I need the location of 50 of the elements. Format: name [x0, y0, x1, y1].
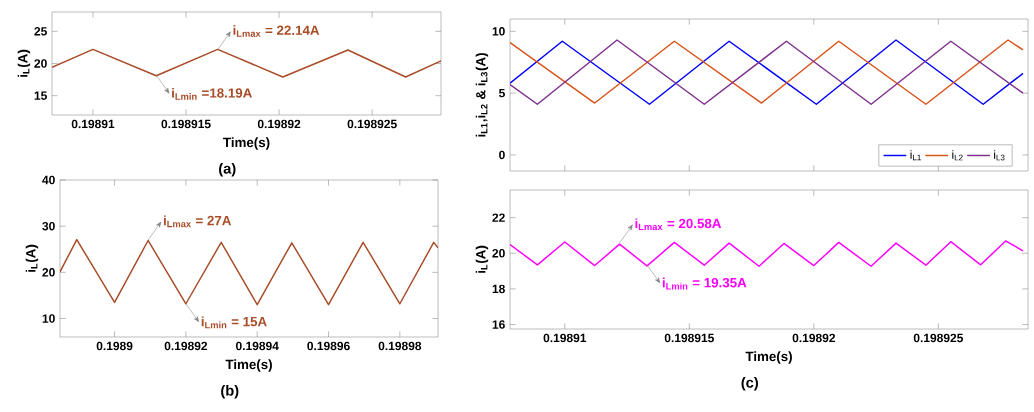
y-axis-title: i$_{L}$(A)	[17, 49, 31, 77]
x-axis-title: Time(s)	[223, 137, 270, 150]
annotation: i$_{Lmax}$ = 27A	[163, 215, 232, 228]
annotation: i$_{Lmin}$ = 19.35A	[662, 277, 747, 290]
x-tick-label: 0.1989	[96, 341, 133, 351]
x-tick-label: 0.19892	[164, 341, 208, 351]
y-tick-label: 15	[34, 91, 47, 100]
y-tick-label: 22	[492, 213, 505, 222]
y-axis-title: i$_{L}$(A)	[475, 245, 489, 273]
legend-label: i$_{L1}$	[910, 150, 921, 161]
x-tick-label: 0.198925	[347, 119, 397, 129]
y-tick-label: 30	[42, 221, 55, 231]
y-tick-label: 10	[42, 314, 55, 323]
x-tick-label: 0.19892	[792, 333, 836, 343]
y-tick-label: 0	[499, 150, 505, 160]
y-tick-label: 20	[42, 268, 55, 277]
y-tick-label: 20	[34, 59, 47, 68]
annotation: i$_{Lmin}$ =18.19A	[172, 87, 252, 100]
x-tick-label: 0.19891	[71, 119, 115, 129]
y-tick-label: 18	[492, 284, 505, 294]
x-axis-title: Time(s)	[745, 351, 792, 364]
x-tick-label: 0.19896	[307, 341, 350, 351]
x-tick-label: 0.19898	[378, 341, 422, 351]
y-tick-label: 5	[499, 88, 505, 98]
x-tick-label: 0.198915	[161, 119, 211, 129]
annotation: i$_{Lmax}$ = 20.58A	[635, 218, 722, 231]
line-series	[510, 240, 1024, 268]
x-tick-label: 0.19892	[257, 119, 301, 129]
line-series	[52, 48, 442, 78]
text: (a)	[219, 162, 236, 177]
legend-label: i$_{L2}$	[952, 150, 963, 161]
x-tick-label: 0.19891	[543, 333, 587, 343]
x-axis-title: Time(s)	[225, 359, 272, 372]
y-axis-title: i$_{L1}$,i$_{L2}$ & i$_{L3}$(A)	[475, 53, 489, 137]
x-tick-label: 0.198915	[664, 333, 714, 343]
legend-label: i$_{L3}$	[994, 150, 1005, 161]
x-tick-label: 0.198925	[913, 333, 964, 343]
x-tick-label: 0.19894	[236, 341, 279, 351]
annotation: i$_{Lmin}$ = 15A	[201, 316, 267, 329]
annotation: i$_{Lmax}$ = 22.14A	[233, 25, 320, 37]
text: (b)	[221, 384, 239, 399]
y-tick-label: 40	[42, 175, 55, 185]
line-series	[60, 238, 438, 306]
y-tick-label: 10	[492, 27, 505, 36]
text: (c)	[741, 376, 758, 391]
y-tick-label: 16	[492, 320, 505, 329]
y-tick-label: 25	[34, 27, 47, 36]
y-axis-title: i$_{L}$(A)	[25, 244, 39, 272]
y-tick-label: 20	[492, 249, 505, 258]
line-series	[510, 39, 1024, 106]
